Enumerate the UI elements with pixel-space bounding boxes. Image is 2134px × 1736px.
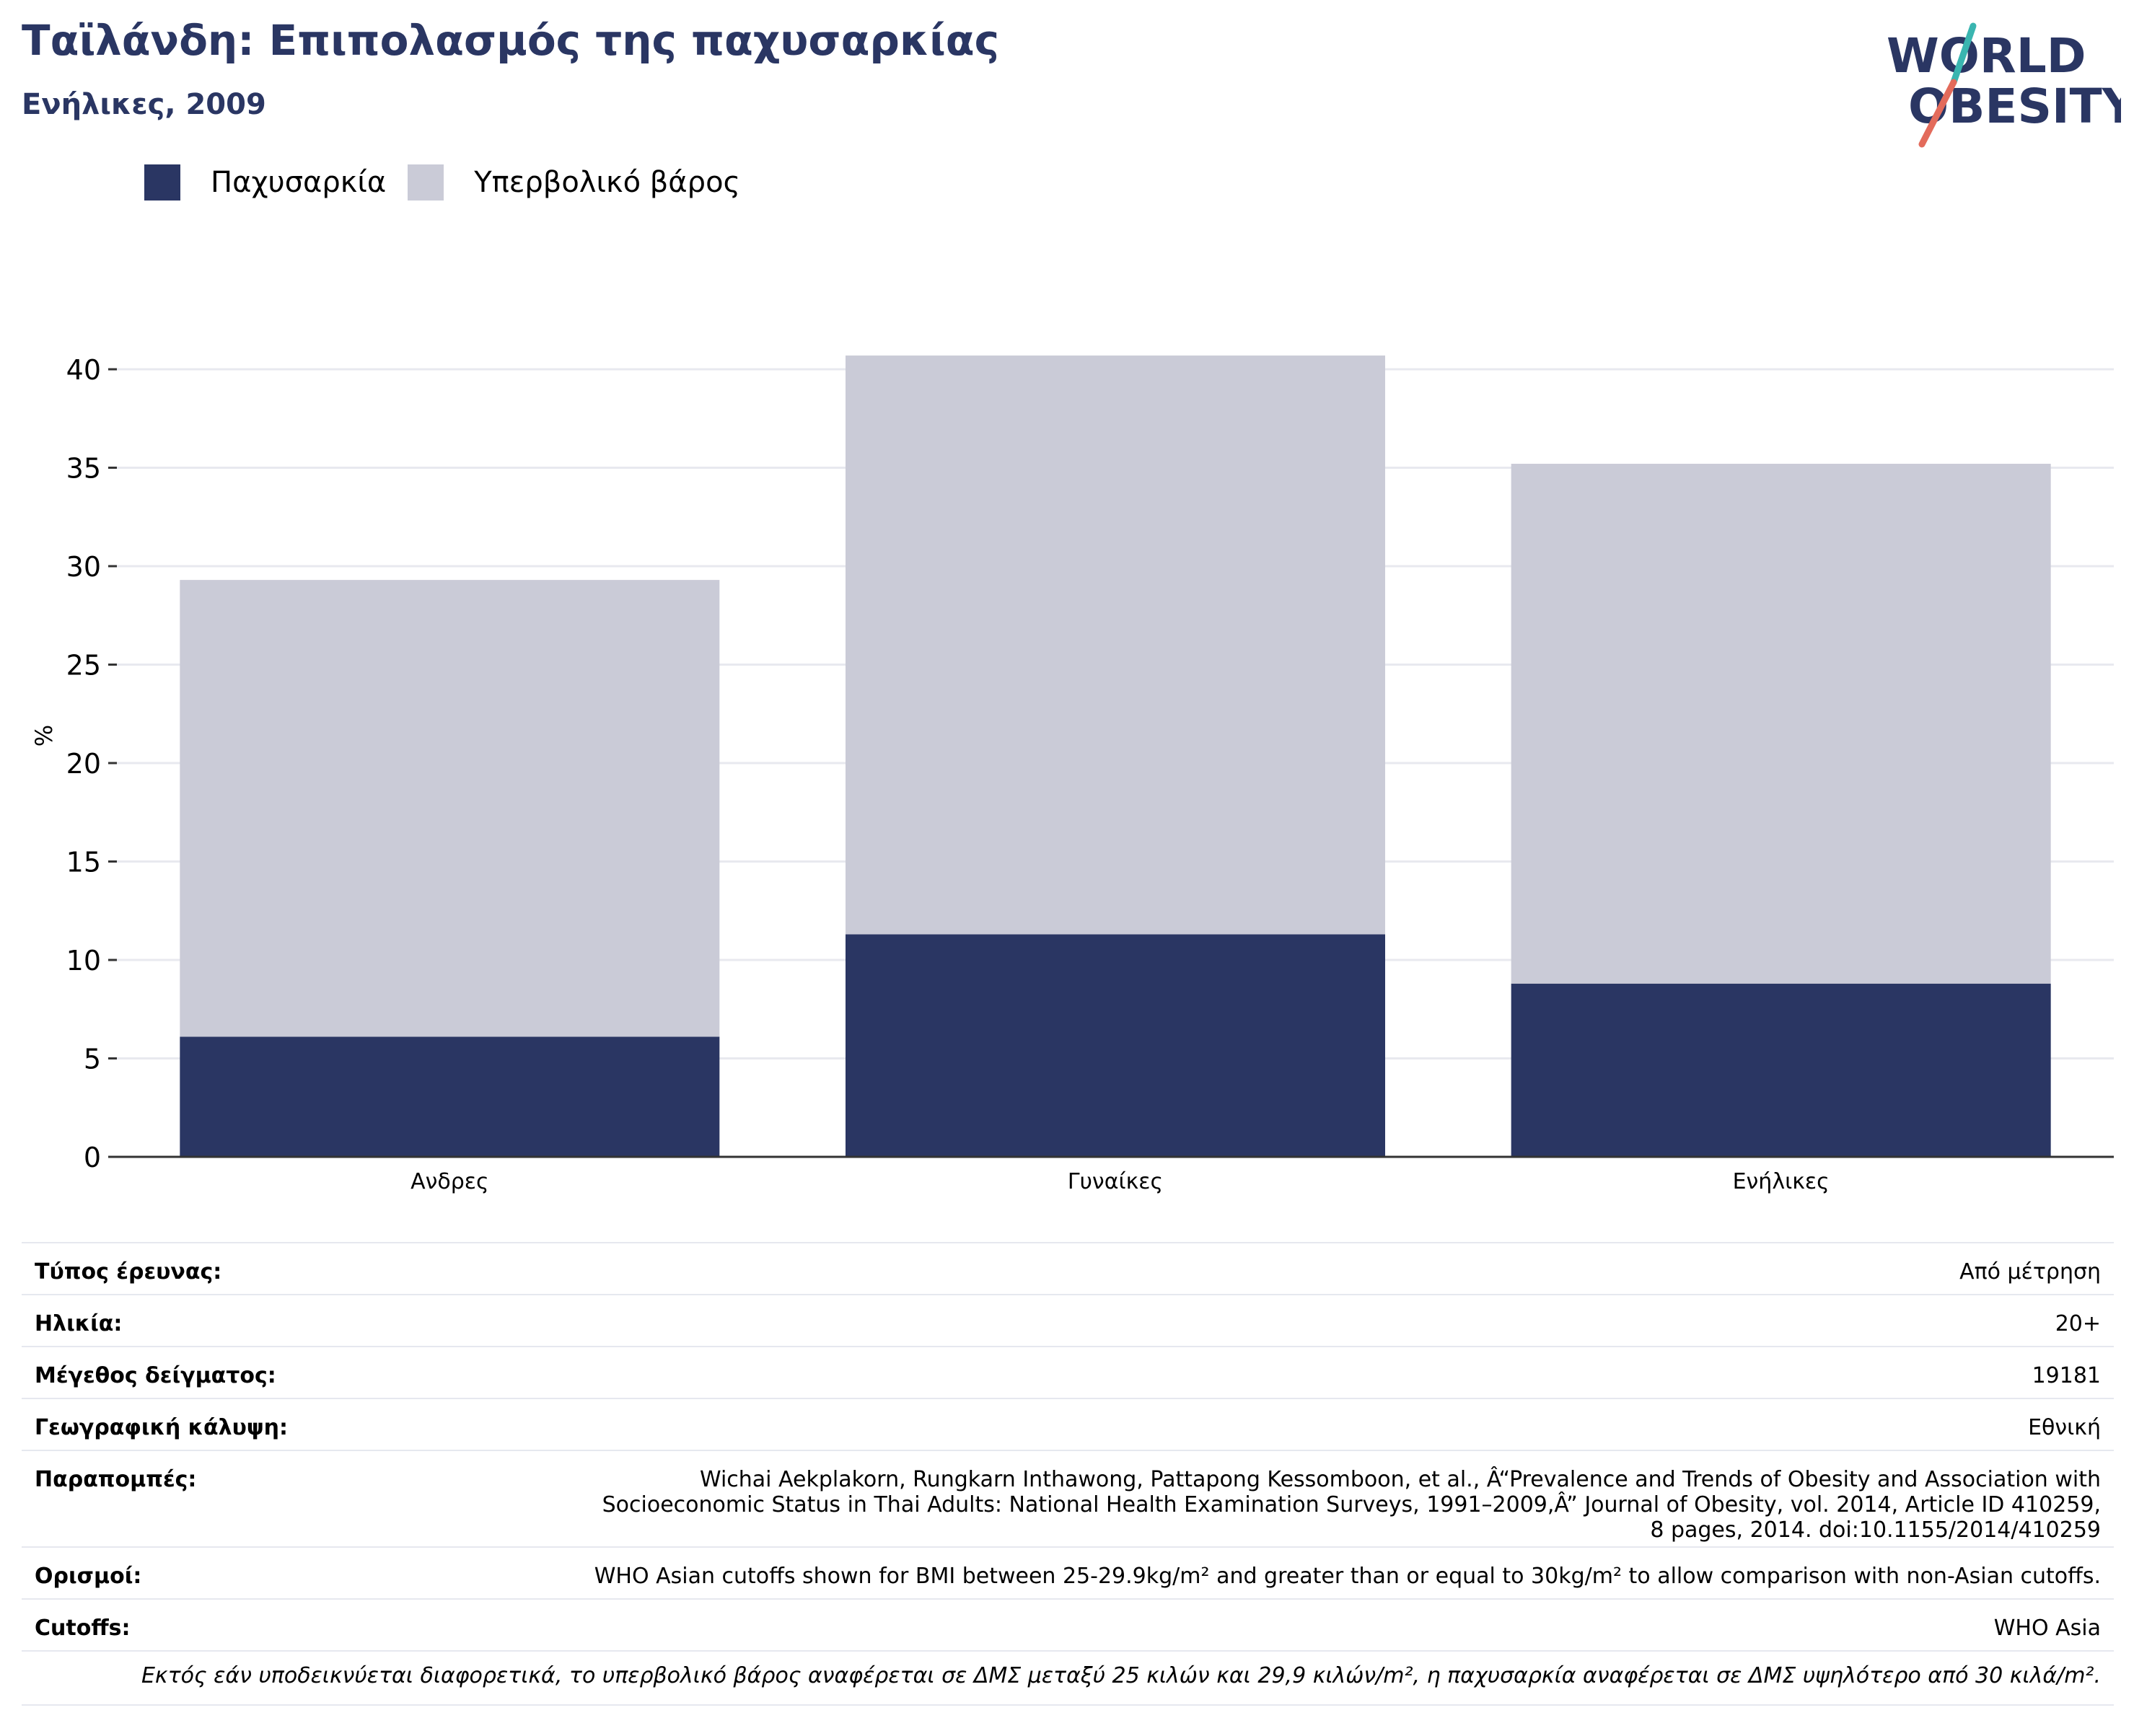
info-label: Γεωγραφική κάλυψη: bbox=[35, 1415, 289, 1440]
info-value: 20+ bbox=[2055, 1311, 2101, 1336]
info-value: 19181 bbox=[2032, 1363, 2101, 1388]
info-label: Cutoffs: bbox=[35, 1616, 131, 1641]
chart-subtitle: Ενήλικες, 2009 bbox=[22, 88, 266, 121]
info-value: Εθνική bbox=[2028, 1415, 2101, 1440]
y-tick-label: 40 bbox=[66, 354, 101, 386]
bar-overweight bbox=[1511, 464, 2051, 984]
info-table: Τύπος έρευνας: Από μέτρηση Ηλικία: 20+ Μ… bbox=[22, 1242, 2114, 1706]
logo-slash-teal bbox=[1950, 22, 1977, 86]
world-obesity-logo: WORLD OBESITY bbox=[1887, 22, 2121, 148]
info-label: Τύπος έρευνας: bbox=[35, 1259, 222, 1285]
info-row-coverage: Γεωγραφική κάλυψη: Εθνική bbox=[22, 1398, 2114, 1450]
info-value: Από μέτρηση bbox=[1959, 1259, 2101, 1285]
bar-obesity bbox=[1511, 983, 2051, 1157]
logo-text-world: WORLD bbox=[1887, 28, 2086, 84]
info-value: Wichai Aekplakorn, Rungkarn Inthawong, P… bbox=[602, 1467, 2101, 1543]
info-value: WHO Asia bbox=[1993, 1616, 2101, 1641]
legend-item-obesity[interactable]: Παχυσαρκία bbox=[144, 164, 386, 201]
bar-overweight bbox=[180, 580, 720, 1037]
info-label: Ηλικία: bbox=[35, 1311, 123, 1336]
y-tick-label: 0 bbox=[84, 1142, 101, 1173]
info-row-survey-type: Τύπος έρευνας: Από μέτρηση bbox=[22, 1242, 2114, 1294]
chart-title: Ταϊλάνδη: Επιπολασμός της παχυσαρκίας bbox=[22, 16, 999, 65]
y-tick-label: 25 bbox=[66, 650, 101, 682]
y-tick-label: 30 bbox=[66, 551, 101, 583]
legend: Παχυσαρκία Υπερβολικό βάρος bbox=[144, 164, 762, 201]
info-label: Μέγεθος δείγματος: bbox=[35, 1363, 276, 1388]
bar-obesity bbox=[180, 1036, 720, 1157]
y-axis-label: % bbox=[30, 725, 58, 746]
y-tick-label: 15 bbox=[66, 847, 101, 878]
y-tick-label: 20 bbox=[66, 748, 101, 780]
x-tick-label: Ενήλικες bbox=[1733, 1169, 1830, 1194]
x-tick-label: Γυναίκες bbox=[1068, 1169, 1163, 1194]
bar-chart: 0 5 10 15 20 25 30 35 40% Ανδρες Γυναίκες Ενήλικες bbox=[30, 354, 2114, 1194]
info-row-cutoffs: Cutoffs: WHO Asia bbox=[22, 1598, 2114, 1650]
bar-obesity bbox=[846, 934, 1385, 1157]
legend-swatch-obesity bbox=[144, 164, 180, 201]
legend-swatch-overweight bbox=[408, 164, 444, 201]
info-value: WHO Asian cutoffs shown for BMI between … bbox=[594, 1564, 2101, 1589]
bar-overweight bbox=[846, 355, 1385, 935]
legend-label-obesity: Παχυσαρκία bbox=[211, 166, 387, 199]
y-tick-label: 10 bbox=[66, 945, 101, 977]
legend-label-overweight: Υπερβολικό βάρος bbox=[474, 166, 741, 199]
x-tick-label: Ανδρες bbox=[410, 1169, 489, 1194]
info-row-sample-size: Μέγεθος δείγματος: 19181 bbox=[22, 1346, 2114, 1398]
y-tick-label: 5 bbox=[84, 1044, 101, 1075]
info-row-references: Παραπομπές: Wichai Aekplakorn, Rungkarn … bbox=[22, 1450, 2114, 1546]
logo-slash-coral bbox=[1918, 79, 1957, 148]
info-row-definitions: Ορισμοί: WHO Asian cutoffs shown for BMI… bbox=[22, 1546, 2114, 1598]
info-label: Παραπομπές: bbox=[35, 1467, 197, 1492]
info-label: Ορισμοί: bbox=[35, 1564, 142, 1589]
legend-item-overweight[interactable]: Υπερβολικό βάρος bbox=[408, 164, 740, 201]
footnote: Εκτός εάν υποδεικνύεται διαφορετικά, το … bbox=[22, 1650, 2114, 1706]
info-row-age: Ηλικία: 20+ bbox=[22, 1294, 2114, 1346]
y-tick-label: 35 bbox=[66, 453, 101, 485]
